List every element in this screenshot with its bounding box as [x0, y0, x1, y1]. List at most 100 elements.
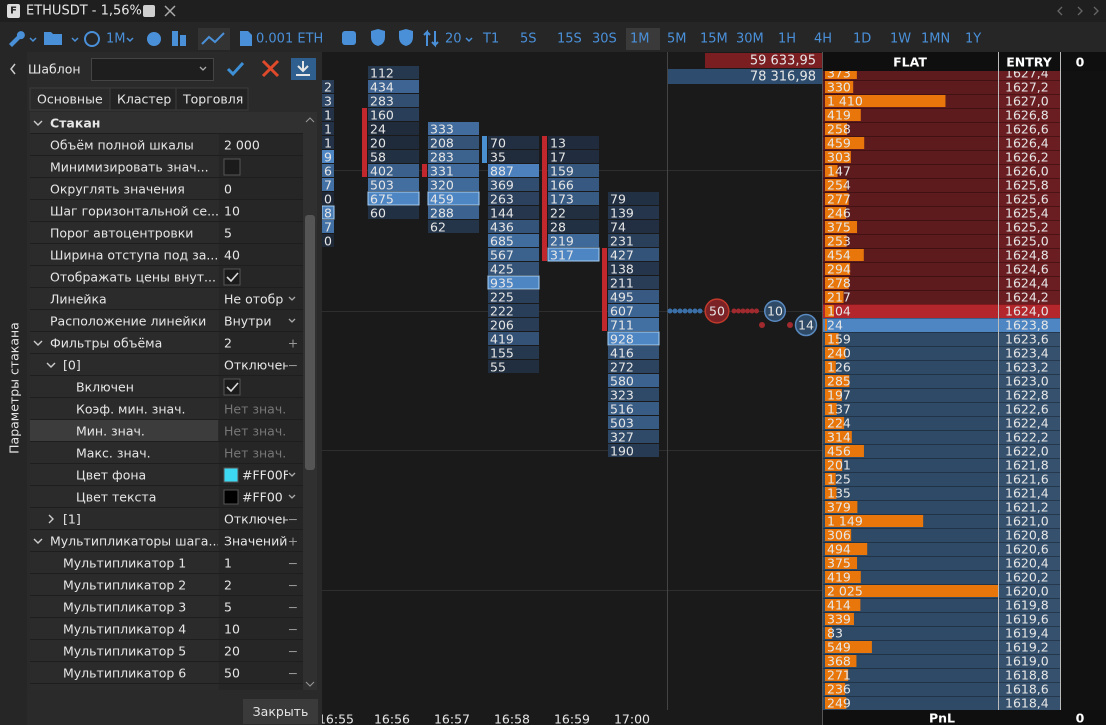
checkbox[interactable]: [223, 268, 241, 286]
dom-price[interactable]: 1619,6: [1005, 612, 1049, 627]
dom-price[interactable]: 1621,0: [1005, 514, 1049, 529]
dom-price[interactable]: 1625,2: [1005, 220, 1049, 235]
dom-price[interactable]: 1619,8: [1005, 598, 1049, 613]
dom-price[interactable]: 1620,2: [1005, 570, 1049, 585]
settings-icon[interactable]: [9, 31, 25, 47]
dom-price[interactable]: 1627,2: [1005, 80, 1049, 95]
checkbox[interactable]: [223, 158, 241, 176]
dom-price[interactable]: 1623,4: [1005, 346, 1049, 361]
expander[interactable]: [33, 538, 43, 544]
period-button[interactable]: 1W: [890, 32, 911, 47]
row-value[interactable]: 100: [224, 688, 248, 703]
period-button[interactable]: 1Y: [965, 32, 981, 47]
expander[interactable]: [33, 120, 43, 126]
row-action[interactable]: −: [288, 578, 298, 593]
apply-button[interactable]: [226, 61, 245, 77]
row-value[interactable]: #FF00: [242, 490, 283, 505]
row-action[interactable]: −: [288, 644, 298, 659]
row-value[interactable]: Нет знач.: [224, 446, 286, 461]
period-button[interactable]: 1MN: [921, 32, 950, 47]
dom-price[interactable]: 1619,4: [1005, 626, 1049, 641]
dom-price[interactable]: 1620,0: [1005, 584, 1049, 599]
dom-price[interactable]: 1626,2: [1005, 150, 1049, 165]
edit-icon[interactable]: [143, 5, 155, 17]
info-icon[interactable]: [147, 32, 161, 46]
template-select[interactable]: [91, 58, 214, 81]
checkbox[interactable]: [223, 378, 241, 396]
row-value[interactable]: 10: [224, 622, 240, 637]
scrollbar-thumb[interactable]: [305, 215, 315, 470]
dom-price[interactable]: 1622,4: [1005, 416, 1049, 431]
row-value[interactable]: 2: [224, 336, 232, 351]
dom-price[interactable]: 1620,6: [1005, 542, 1049, 557]
row-value[interactable]: 5: [224, 600, 232, 615]
row-action[interactable]: −: [288, 622, 298, 637]
chart-mode-button[interactable]: [198, 28, 230, 50]
row-action[interactable]: +: [288, 534, 298, 549]
dom-price[interactable]: 1623,2: [1005, 360, 1049, 375]
row-value[interactable]: 2 000: [224, 138, 260, 153]
dropdown-chevron[interactable]: [288, 318, 296, 323]
period-button[interactable]: 15M: [700, 32, 728, 47]
row-action[interactable]: −: [288, 666, 298, 681]
dom-price[interactable]: 1625,8: [1005, 178, 1049, 193]
folder-icon[interactable]: [44, 32, 62, 45]
timeframe-button[interactable]: 1M: [106, 32, 126, 47]
dom-price[interactable]: 1623,8: [1005, 318, 1049, 333]
dom-price[interactable]: 1624,6: [1005, 262, 1049, 277]
row-value[interactable]: Не отобр: [224, 292, 283, 307]
dom-price[interactable]: 1620,8: [1005, 528, 1049, 543]
row-value[interactable]: 1: [224, 556, 232, 571]
dom-price[interactable]: 1622,6: [1005, 402, 1049, 417]
row-value[interactable]: Отключен: [224, 512, 290, 527]
row-action[interactable]: −: [288, 358, 298, 373]
dom-price[interactable]: 1627,0: [1005, 94, 1049, 109]
row-action[interactable]: −: [288, 512, 298, 527]
dom-price[interactable]: 1618,4: [1005, 696, 1049, 711]
close-button[interactable]: [243, 699, 318, 724]
scroll-arrows[interactable]: [305, 117, 315, 687]
period-button[interactable]: 5M: [667, 32, 687, 47]
clock-icon[interactable]: [84, 31, 100, 47]
period-button[interactable]: 4H: [814, 32, 832, 47]
cancel-button[interactable]: [261, 59, 280, 78]
layout-icon[interactable]: [172, 31, 178, 46]
period-button[interactable]: T1: [482, 32, 499, 47]
dom-price[interactable]: 1623,6: [1005, 332, 1049, 347]
dom-price[interactable]: 1624,2: [1005, 290, 1049, 305]
depth-button[interactable]: 20: [445, 32, 462, 47]
dom-price[interactable]: 1621,4: [1005, 486, 1049, 501]
dom-price[interactable]: 1626,0: [1005, 164, 1049, 179]
dom-price[interactable]: 1624,8: [1005, 248, 1049, 263]
dom-price[interactable]: 1619,0: [1005, 654, 1049, 669]
dom-price[interactable]: 1622,8: [1005, 388, 1049, 403]
row-value[interactable]: 20: [224, 644, 240, 659]
dom-price[interactable]: 1623,0: [1005, 374, 1049, 389]
dom-price[interactable]: 1625,6: [1005, 192, 1049, 207]
dom-price[interactable]: 1621,6: [1005, 472, 1049, 487]
row-value[interactable]: Отключен: [224, 358, 290, 373]
tab[interactable]: [175, 87, 249, 111]
row-action[interactable]: −: [288, 600, 298, 615]
period-button[interactable]: 1D: [853, 32, 871, 47]
row-value[interactable]: 0: [224, 182, 232, 197]
row-value[interactable]: 10: [224, 204, 240, 219]
step-button[interactable]: 0.001 ETH: [256, 32, 323, 47]
row-value[interactable]: 40: [224, 248, 240, 263]
dom-price[interactable]: 1618,6: [1005, 682, 1049, 697]
period-button[interactable]: 1H: [778, 32, 796, 47]
expander[interactable]: [46, 362, 56, 368]
row-action[interactable]: −: [288, 688, 298, 703]
dom-price[interactable]: 1622,0: [1005, 444, 1049, 459]
expander[interactable]: [33, 340, 43, 346]
row-value[interactable]: Внутри: [224, 314, 272, 329]
dom-price[interactable]: 1624,0: [1005, 304, 1049, 319]
dom-price[interactable]: 1622,2: [1005, 430, 1049, 445]
dom-price[interactable]: 1621,8: [1005, 458, 1049, 473]
row-value[interactable]: Значений: [224, 534, 287, 549]
nav-arrows[interactable]: [1057, 6, 1099, 16]
dom-price[interactable]: 1624,4: [1005, 276, 1049, 291]
row-value[interactable]: Нет знач.: [224, 424, 286, 439]
side-tab[interactable]: [0, 52, 27, 725]
dom-price[interactable]: 1625,0: [1005, 234, 1049, 249]
